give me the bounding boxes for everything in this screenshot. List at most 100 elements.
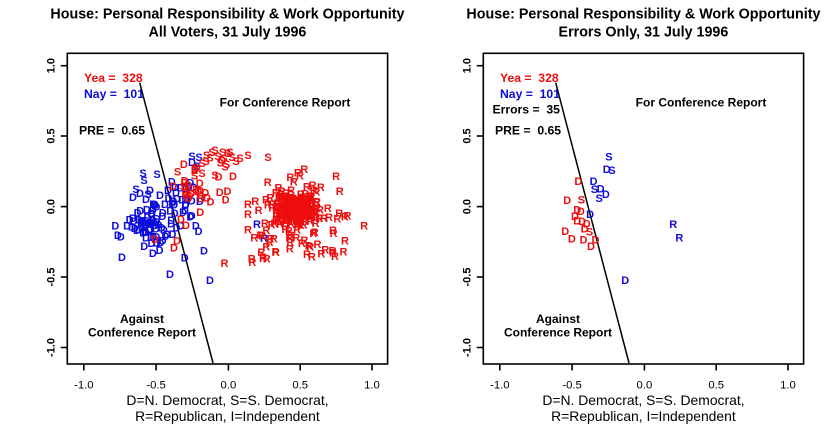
svg-text:R: R [296, 206, 304, 218]
svg-text:R: R [291, 208, 299, 220]
svg-text:D: D [138, 215, 146, 227]
svg-text:D: D [156, 238, 164, 250]
svg-text:R: R [329, 246, 337, 258]
svg-text:R: R [272, 208, 280, 220]
svg-text:R: R [283, 215, 291, 227]
svg-text:R: R [284, 210, 292, 222]
svg-text:D: D [224, 186, 232, 198]
svg-text:R: R [258, 230, 266, 242]
svg-text:D: D [163, 229, 171, 241]
svg-text:D: D [581, 224, 589, 236]
svg-text:D: D [185, 181, 193, 193]
svg-text:R: R [311, 207, 319, 219]
svg-text:R: R [275, 208, 283, 220]
svg-text:R: R [302, 213, 310, 225]
svg-text:D: D [171, 182, 179, 194]
svg-text:R: R [289, 214, 297, 226]
svg-text:R: R [317, 248, 325, 260]
svg-text:R: R [303, 197, 311, 209]
svg-text:D: D [170, 242, 178, 254]
svg-text:R: R [294, 220, 302, 232]
svg-text:R: R [280, 209, 288, 221]
svg-text:D: D [178, 195, 186, 207]
svg-text:R: R [333, 213, 341, 225]
svg-text:D: D [158, 211, 166, 223]
svg-text:R: R [264, 199, 272, 211]
svg-text:R: R [285, 204, 293, 216]
svg-text:R: R [255, 205, 263, 217]
svg-text:R: R [290, 204, 298, 216]
svg-text:D: D [149, 205, 157, 217]
svg-text:D: D [561, 226, 569, 238]
svg-text:-0.5: -0.5 [461, 268, 473, 287]
svg-text:D: D [191, 164, 199, 176]
svg-text:R: R [272, 247, 280, 259]
svg-text:R: R [275, 191, 283, 203]
svg-text:D: D [146, 224, 154, 236]
svg-text:Errors = 35: Errors = 35 [493, 102, 561, 116]
svg-text:D: D [126, 215, 134, 227]
svg-text:R: R [275, 182, 283, 194]
svg-text:D: D [155, 219, 163, 231]
svg-text:R: R [320, 213, 328, 225]
svg-text:R: R [300, 204, 308, 216]
svg-text:S: S [174, 167, 181, 179]
svg-text:R: R [315, 213, 323, 225]
svg-text:R: R [303, 198, 311, 210]
svg-text:D: D [165, 193, 173, 205]
svg-text:-0.5: -0.5 [562, 380, 581, 392]
svg-text:R: R [307, 197, 315, 209]
svg-text:S: S [226, 147, 233, 159]
svg-text:D: D [218, 155, 226, 167]
svg-text:S: S [605, 152, 612, 164]
svg-text:S: S [232, 156, 239, 168]
svg-text:R: R [330, 228, 338, 240]
svg-text:R: R [280, 207, 288, 219]
svg-text:R: R [284, 198, 292, 210]
svg-text:R: R [282, 191, 290, 203]
svg-text:R: R [306, 216, 314, 228]
svg-text:0.5: 0.5 [45, 128, 57, 143]
svg-text:D: D [179, 207, 187, 219]
svg-text:R: R [290, 208, 298, 220]
svg-text:R: R [304, 206, 312, 218]
svg-text:S: S [608, 165, 615, 177]
svg-text:D: D [139, 217, 147, 229]
svg-text:R: R [312, 212, 320, 224]
svg-text:R: R [293, 196, 301, 208]
svg-text:D: D [583, 218, 591, 230]
svg-text:R: R [262, 242, 270, 254]
svg-text:R: R [285, 209, 293, 221]
svg-text:D: D [177, 221, 185, 233]
svg-text:R: R [291, 209, 299, 221]
svg-text:R: R [278, 191, 286, 203]
svg-text:R: R [290, 196, 298, 208]
svg-text:R: R [248, 257, 256, 269]
svg-text:D: D [114, 230, 122, 242]
svg-text:R: R [281, 208, 289, 220]
svg-text:R: R [288, 196, 296, 208]
svg-text:R: R [313, 197, 321, 209]
svg-text:D: D [159, 236, 167, 248]
svg-text:R: R [299, 204, 307, 216]
svg-text:D: D [177, 214, 185, 226]
svg-text:D: D [574, 176, 582, 188]
svg-text:Conference Report: Conference Report [88, 326, 196, 340]
svg-text:R: R [332, 171, 340, 183]
svg-text:R: R [289, 201, 297, 213]
svg-text:D: D [117, 232, 125, 244]
svg-text:1.0: 1.0 [780, 380, 796, 392]
svg-text:R: R [291, 210, 299, 222]
svg-text:R: R [308, 252, 316, 264]
svg-text:S: S [596, 193, 603, 205]
svg-text:R: R [281, 205, 289, 217]
svg-text:R: R [257, 247, 265, 259]
svg-text:D: D [148, 238, 156, 250]
svg-text:R: R [285, 198, 293, 210]
svg-text:R: R [344, 211, 352, 223]
svg-text:R: R [341, 236, 349, 248]
svg-text:R: R [291, 200, 299, 212]
svg-text:R: R [309, 228, 317, 240]
svg-text:S: S [203, 150, 210, 162]
svg-text:D: D [147, 218, 155, 230]
